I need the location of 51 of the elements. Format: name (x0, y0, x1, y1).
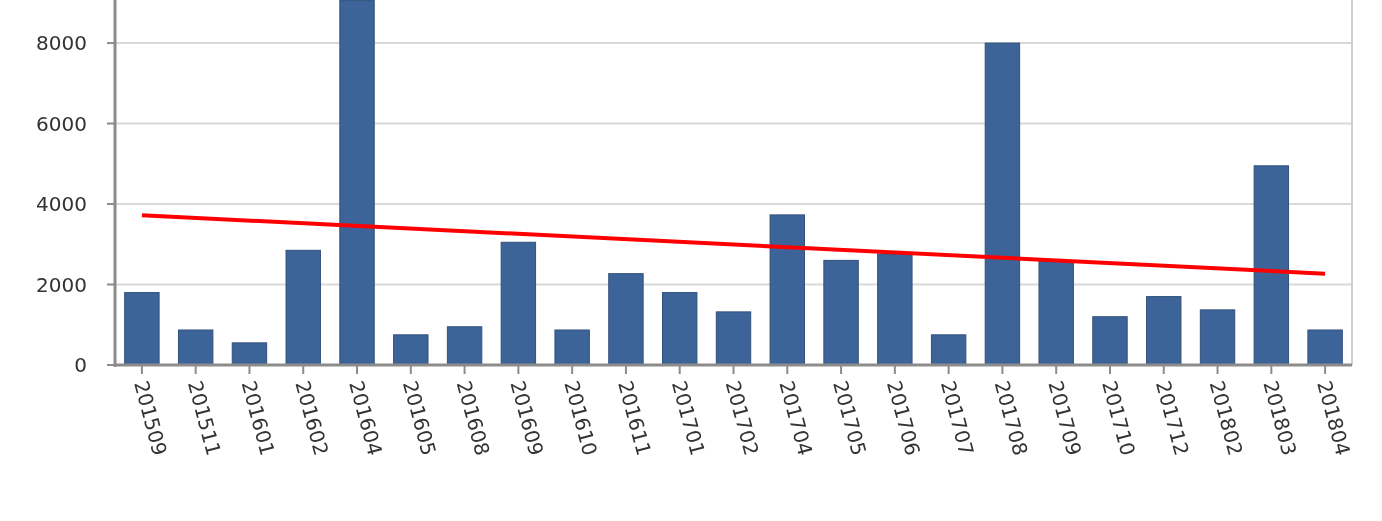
y-tick-label: 4000 (36, 192, 87, 217)
y-tick-label: 2000 (36, 272, 87, 297)
x-tick-label: 201707 (935, 378, 979, 459)
y-tick-label: 8000 (36, 31, 87, 56)
bar (769, 214, 805, 366)
x-tick-label: 201604 (344, 378, 388, 459)
x-tick-label: 201704 (774, 378, 818, 459)
x-tick-label: 201706 (882, 378, 925, 459)
bar (1307, 329, 1343, 366)
x-tick-label: 201803 (1258, 378, 1302, 459)
x-tick-label: 201608 (451, 378, 495, 459)
bar (1199, 309, 1236, 366)
bar (823, 259, 859, 366)
x-tick-label: 201610 (559, 378, 603, 459)
bar (393, 334, 429, 366)
x-tick-label: 201602 (290, 378, 334, 459)
bar (339, 0, 375, 366)
x-tick-label: 201511 (182, 378, 226, 459)
bar (554, 329, 590, 366)
x-tick-label: 201712 (1150, 378, 1194, 459)
bar (715, 311, 752, 366)
bar (1092, 316, 1128, 366)
bar (1146, 296, 1182, 366)
x-tick-label: 201701 (666, 378, 710, 459)
x-tick-label: 201601 (236, 378, 280, 459)
bar (231, 342, 268, 366)
y-tick-label: 0 (74, 353, 87, 377)
bar (177, 329, 214, 366)
bar (608, 273, 644, 366)
x-tick-label: 201611 (613, 378, 657, 459)
x-tick-label: 201708 (989, 378, 1033, 459)
x-tick-label: 201605 (397, 378, 441, 459)
y-tick-label: 6000 (36, 111, 87, 136)
x-tick-label: 201705 (828, 378, 872, 459)
bar (1038, 261, 1074, 366)
bar (500, 241, 537, 366)
bar (662, 292, 698, 366)
bar (930, 334, 967, 366)
x-tick-label: 201702 (720, 378, 764, 459)
x-tick-label: 201609 (505, 378, 549, 459)
bar (877, 253, 913, 366)
x-tick-label: 201804 (1312, 378, 1356, 459)
bar (446, 326, 483, 366)
bar (285, 249, 321, 366)
bar (984, 42, 1021, 366)
bar (124, 292, 160, 366)
x-tick-label: 201710 (1097, 378, 1141, 459)
x-tick-label: 201802 (1204, 378, 1248, 459)
x-tick-label: 201709 (1043, 378, 1087, 459)
x-tick-label: 201509 (129, 378, 173, 459)
bar (1253, 165, 1290, 366)
